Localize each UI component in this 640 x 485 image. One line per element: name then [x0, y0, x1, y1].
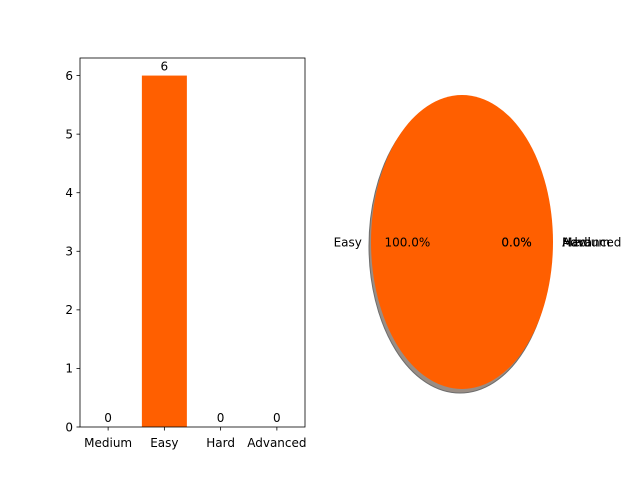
- bar-value-label: 0: [104, 411, 112, 425]
- y-tick-label: 1: [65, 362, 73, 376]
- pie-percent-label: 0.0%: [501, 235, 532, 249]
- bar-chart: 0 6 0 0 0 1 2 3 4 5 6 Medium Easy Hard Advanced: [65, 57, 307, 450]
- bar-value-label: 6: [161, 60, 169, 74]
- y-tick-label: 0: [65, 420, 73, 434]
- bar-value-label: 0: [217, 411, 225, 425]
- bar-easy: [141, 75, 187, 428]
- y-tick-label: 6: [65, 69, 73, 83]
- x-tick-label: Easy: [150, 436, 178, 450]
- pie-category-label: Medium: [562, 235, 610, 249]
- pie-slice-easy: [371, 95, 553, 389]
- y-tick-label: 5: [65, 127, 73, 141]
- x-tick-label: Advanced: [247, 436, 306, 450]
- y-tick-label: 3: [65, 245, 73, 259]
- pie-category-label: Hard: [562, 235, 591, 249]
- pie-category-label: Advanced: [562, 235, 621, 249]
- bar-value-label: 0: [273, 411, 281, 425]
- x-tick-label: Hard: [206, 436, 235, 450]
- pie-category-label: Easy: [334, 235, 362, 249]
- bar-plot-frame: [79, 57, 306, 428]
- pie-percent-label: 0.0%: [501, 235, 532, 249]
- y-tick-label: 4: [65, 186, 73, 200]
- x-tick-label: Medium: [84, 436, 132, 450]
- y-tick-label: 2: [65, 303, 73, 317]
- pie-percent-label: 100.0%: [385, 235, 431, 249]
